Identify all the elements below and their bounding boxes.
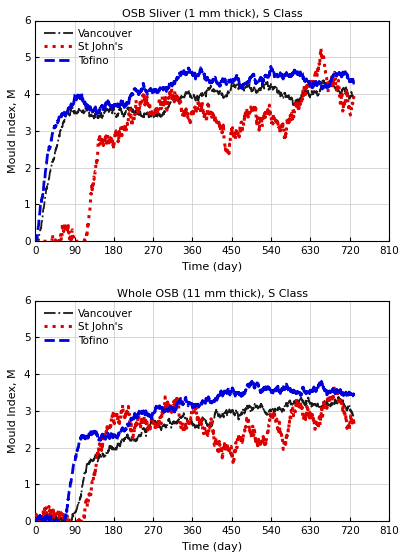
Line: Vancouver: Vancouver (35, 80, 354, 241)
Vancouver (351, 414, 356, 421)
St John's (318, 45, 323, 52)
St John's (351, 93, 356, 100)
Vancouver (342, 88, 347, 95)
Vancouver (179, 413, 184, 420)
Line: St John's: St John's (35, 387, 354, 521)
Tofino (351, 80, 356, 86)
St John's (49, 238, 54, 245)
Title: Whole OSB (11 mm thick), S Class: Whole OSB (11 mm thick), S Class (116, 288, 308, 298)
Tofino (342, 390, 347, 397)
St John's (342, 99, 347, 105)
St John's (333, 384, 337, 390)
St John's (188, 415, 193, 422)
St John's (179, 419, 184, 426)
Tofino (33, 238, 38, 245)
St John's (284, 132, 289, 138)
Tofino (342, 69, 347, 76)
Tofino (351, 391, 356, 398)
Vancouver (351, 92, 356, 99)
Line: Vancouver: Vancouver (35, 396, 354, 521)
X-axis label: Time (day): Time (day) (182, 542, 242, 552)
St John's (188, 119, 193, 126)
St John's (342, 413, 347, 420)
St John's (33, 238, 38, 245)
St John's (284, 437, 289, 444)
Tofino (49, 136, 54, 142)
Vancouver (342, 400, 347, 407)
Vancouver (188, 92, 193, 99)
Tofino (33, 518, 38, 525)
Legend: Vancouver, St John's, Tofino: Vancouver, St John's, Tofino (41, 26, 136, 69)
Line: Tofino: Tofino (35, 67, 354, 241)
Vancouver (33, 518, 38, 525)
Vancouver (33, 238, 38, 245)
Tofino (269, 63, 274, 70)
Legend: Vancouver, St John's, Tofino: Vancouver, St John's, Tofino (41, 306, 136, 349)
St John's (33, 518, 38, 525)
Vancouver (179, 94, 184, 101)
Title: OSB Sliver (1 mm thick), S Class: OSB Sliver (1 mm thick), S Class (122, 8, 302, 18)
Tofino (188, 403, 193, 409)
Y-axis label: Mould Index, M: Mould Index, M (8, 88, 18, 173)
Tofino (284, 69, 289, 76)
Vancouver (49, 161, 54, 168)
Vancouver (342, 402, 347, 408)
Tofino (49, 514, 54, 521)
Vancouver (188, 419, 193, 426)
Vancouver (284, 94, 289, 100)
Tofino (179, 68, 184, 75)
Vancouver (298, 393, 303, 400)
Tofino (342, 389, 347, 396)
Tofino (179, 400, 184, 407)
St John's (342, 99, 347, 106)
X-axis label: Time (day): Time (day) (182, 262, 242, 272)
St John's (179, 107, 184, 114)
Y-axis label: Mould Index, M: Mould Index, M (8, 368, 18, 453)
St John's (342, 410, 347, 417)
Line: St John's: St John's (35, 49, 354, 241)
Tofino (284, 381, 289, 388)
Vancouver (330, 76, 335, 83)
Vancouver (49, 515, 54, 522)
Tofino (342, 69, 347, 76)
Line: Tofino: Tofino (35, 381, 354, 521)
Vancouver (284, 400, 289, 407)
Vancouver (342, 86, 347, 93)
St John's (49, 512, 54, 519)
St John's (351, 423, 356, 430)
Tofino (188, 69, 193, 76)
Tofino (249, 378, 254, 385)
